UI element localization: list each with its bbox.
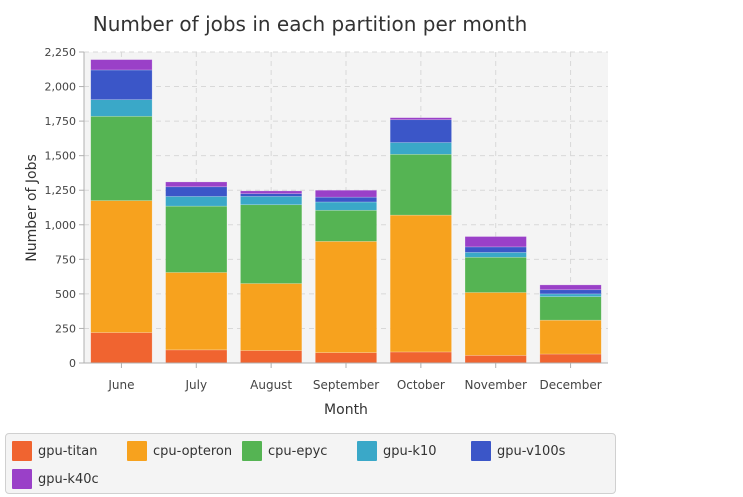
bar-segment-gpu-v100s bbox=[90, 69, 153, 100]
bar-segment-gpu-k10 bbox=[90, 99, 153, 117]
legend: gpu-titan cpu-opteron cpu-epyc gpu-k10 g… bbox=[5, 433, 616, 494]
bar-segment-gpu-k40c bbox=[165, 181, 228, 188]
bar-segment-gpu-titan bbox=[389, 351, 452, 364]
y-tick-label: 1,500 bbox=[45, 150, 77, 163]
bar-segment-gpu-k40c bbox=[240, 190, 303, 194]
legend-swatch bbox=[127, 441, 147, 461]
bar-segment-cpu-epyc bbox=[315, 209, 377, 242]
bar-segment-gpu-k10 bbox=[165, 196, 228, 207]
bar-segment-gpu-k10 bbox=[539, 293, 602, 297]
legend-swatch bbox=[242, 441, 262, 461]
y-tick-label: 2,000 bbox=[45, 81, 77, 94]
legend-label: gpu-v100s bbox=[497, 443, 566, 459]
bar-segment-gpu-k10 bbox=[315, 201, 377, 211]
y-axis-label: Number of Jobs bbox=[24, 154, 40, 262]
bar-segment-gpu-k10 bbox=[240, 196, 303, 206]
bar-segment-gpu-v100s bbox=[389, 119, 452, 143]
legend-swatch bbox=[12, 441, 32, 461]
y-tick-label: 1,250 bbox=[45, 184, 77, 197]
bar-segment-gpu-titan bbox=[539, 353, 602, 364]
y-axis-ticks: 0 250 500 750 1,000 1,250 1,500 1,750 2,000 2,250 bbox=[45, 46, 84, 370]
x-tick-label: December bbox=[539, 378, 601, 392]
legend-swatch bbox=[12, 469, 32, 489]
bar-segment-gpu-k40c bbox=[315, 189, 377, 198]
x-axis-ticks: June July August September October November De… bbox=[107, 363, 602, 392]
legend-item-gpu-titan: gpu-titan bbox=[12, 439, 97, 463]
bar-segment-gpu-titan bbox=[315, 352, 377, 364]
y-tick-label: 2,250 bbox=[45, 46, 77, 59]
legend-item-cpu-epyc: cpu-epyc bbox=[242, 439, 327, 463]
y-tick-label: 0 bbox=[69, 357, 76, 370]
bar-segment-cpu-epyc bbox=[539, 296, 602, 321]
bar-segment-gpu-titan bbox=[240, 350, 303, 364]
bar-segment-gpu-v100s bbox=[539, 289, 602, 295]
legend-label: gpu-k40c bbox=[38, 471, 99, 487]
bar-segment-cpu-opteron bbox=[315, 241, 377, 353]
bar-segment-gpu-k10 bbox=[464, 252, 527, 258]
bar-segment-cpu-epyc bbox=[464, 256, 527, 293]
bar-segment-gpu-k40c bbox=[90, 59, 153, 71]
x-tick-label: July bbox=[184, 378, 207, 392]
legend-label: gpu-titan bbox=[38, 443, 98, 459]
bar-segment-cpu-epyc bbox=[90, 115, 153, 201]
x-tick-label: November bbox=[464, 378, 526, 392]
bar-segment-gpu-v100s bbox=[315, 196, 377, 203]
bar-segment-cpu-opteron bbox=[389, 214, 452, 353]
bar-segment-gpu-k10 bbox=[389, 142, 452, 155]
bar-segment-gpu-v100s bbox=[165, 186, 228, 197]
bars bbox=[90, 59, 602, 364]
bar-segment-gpu-k40c bbox=[389, 117, 452, 121]
stacked-bar-chart: Number of jobs in each partition per mon… bbox=[24, 12, 608, 418]
bar-segment-gpu-k40c bbox=[539, 284, 602, 291]
x-tick-label: September bbox=[313, 378, 379, 392]
bar-segment-gpu-v100s bbox=[240, 193, 303, 197]
y-tick-label: 1,750 bbox=[45, 115, 77, 128]
bar-segment-gpu-titan bbox=[464, 355, 527, 364]
legend-label: cpu-epyc bbox=[268, 443, 328, 459]
bar-segment-cpu-opteron bbox=[90, 200, 153, 333]
legend-swatch bbox=[357, 441, 377, 461]
legend-item-gpu-k40c: gpu-k40c bbox=[12, 467, 99, 491]
y-tick-label: 1,000 bbox=[45, 219, 77, 232]
bar-segment-cpu-opteron bbox=[539, 319, 602, 355]
legend-item-gpu-k10: gpu-k10 bbox=[357, 439, 437, 463]
bar-segment-cpu-epyc bbox=[240, 204, 303, 284]
legend-item-gpu-v100s: gpu-v100s bbox=[471, 439, 565, 463]
bar-segment-cpu-epyc bbox=[389, 153, 452, 216]
x-tick-label: August bbox=[250, 378, 292, 392]
x-tick-label: October bbox=[397, 378, 445, 392]
bar-segment-cpu-epyc bbox=[165, 205, 228, 273]
bar-segment-cpu-opteron bbox=[165, 272, 228, 351]
y-tick-label: 250 bbox=[55, 322, 76, 335]
y-tick-label: 500 bbox=[55, 288, 76, 301]
legend-label: gpu-k10 bbox=[383, 443, 437, 459]
bar-segment-gpu-v100s bbox=[464, 246, 527, 253]
x-tick-label: June bbox=[107, 378, 134, 392]
bar-segment-gpu-titan bbox=[90, 332, 153, 364]
legend-swatch bbox=[471, 441, 491, 461]
legend-item-cpu-opteron: cpu-opteron bbox=[127, 439, 232, 463]
legend-label: cpu-opteron bbox=[153, 443, 233, 459]
bar-segment-cpu-opteron bbox=[240, 283, 303, 351]
bar-segment-gpu-titan bbox=[165, 349, 228, 364]
x-axis-label: Month bbox=[324, 402, 368, 418]
chart-title: Number of jobs in each partition per mon… bbox=[93, 12, 528, 36]
y-tick-label: 750 bbox=[55, 253, 76, 266]
bar-segment-cpu-opteron bbox=[464, 292, 527, 356]
bar-segment-gpu-k40c bbox=[464, 236, 527, 248]
